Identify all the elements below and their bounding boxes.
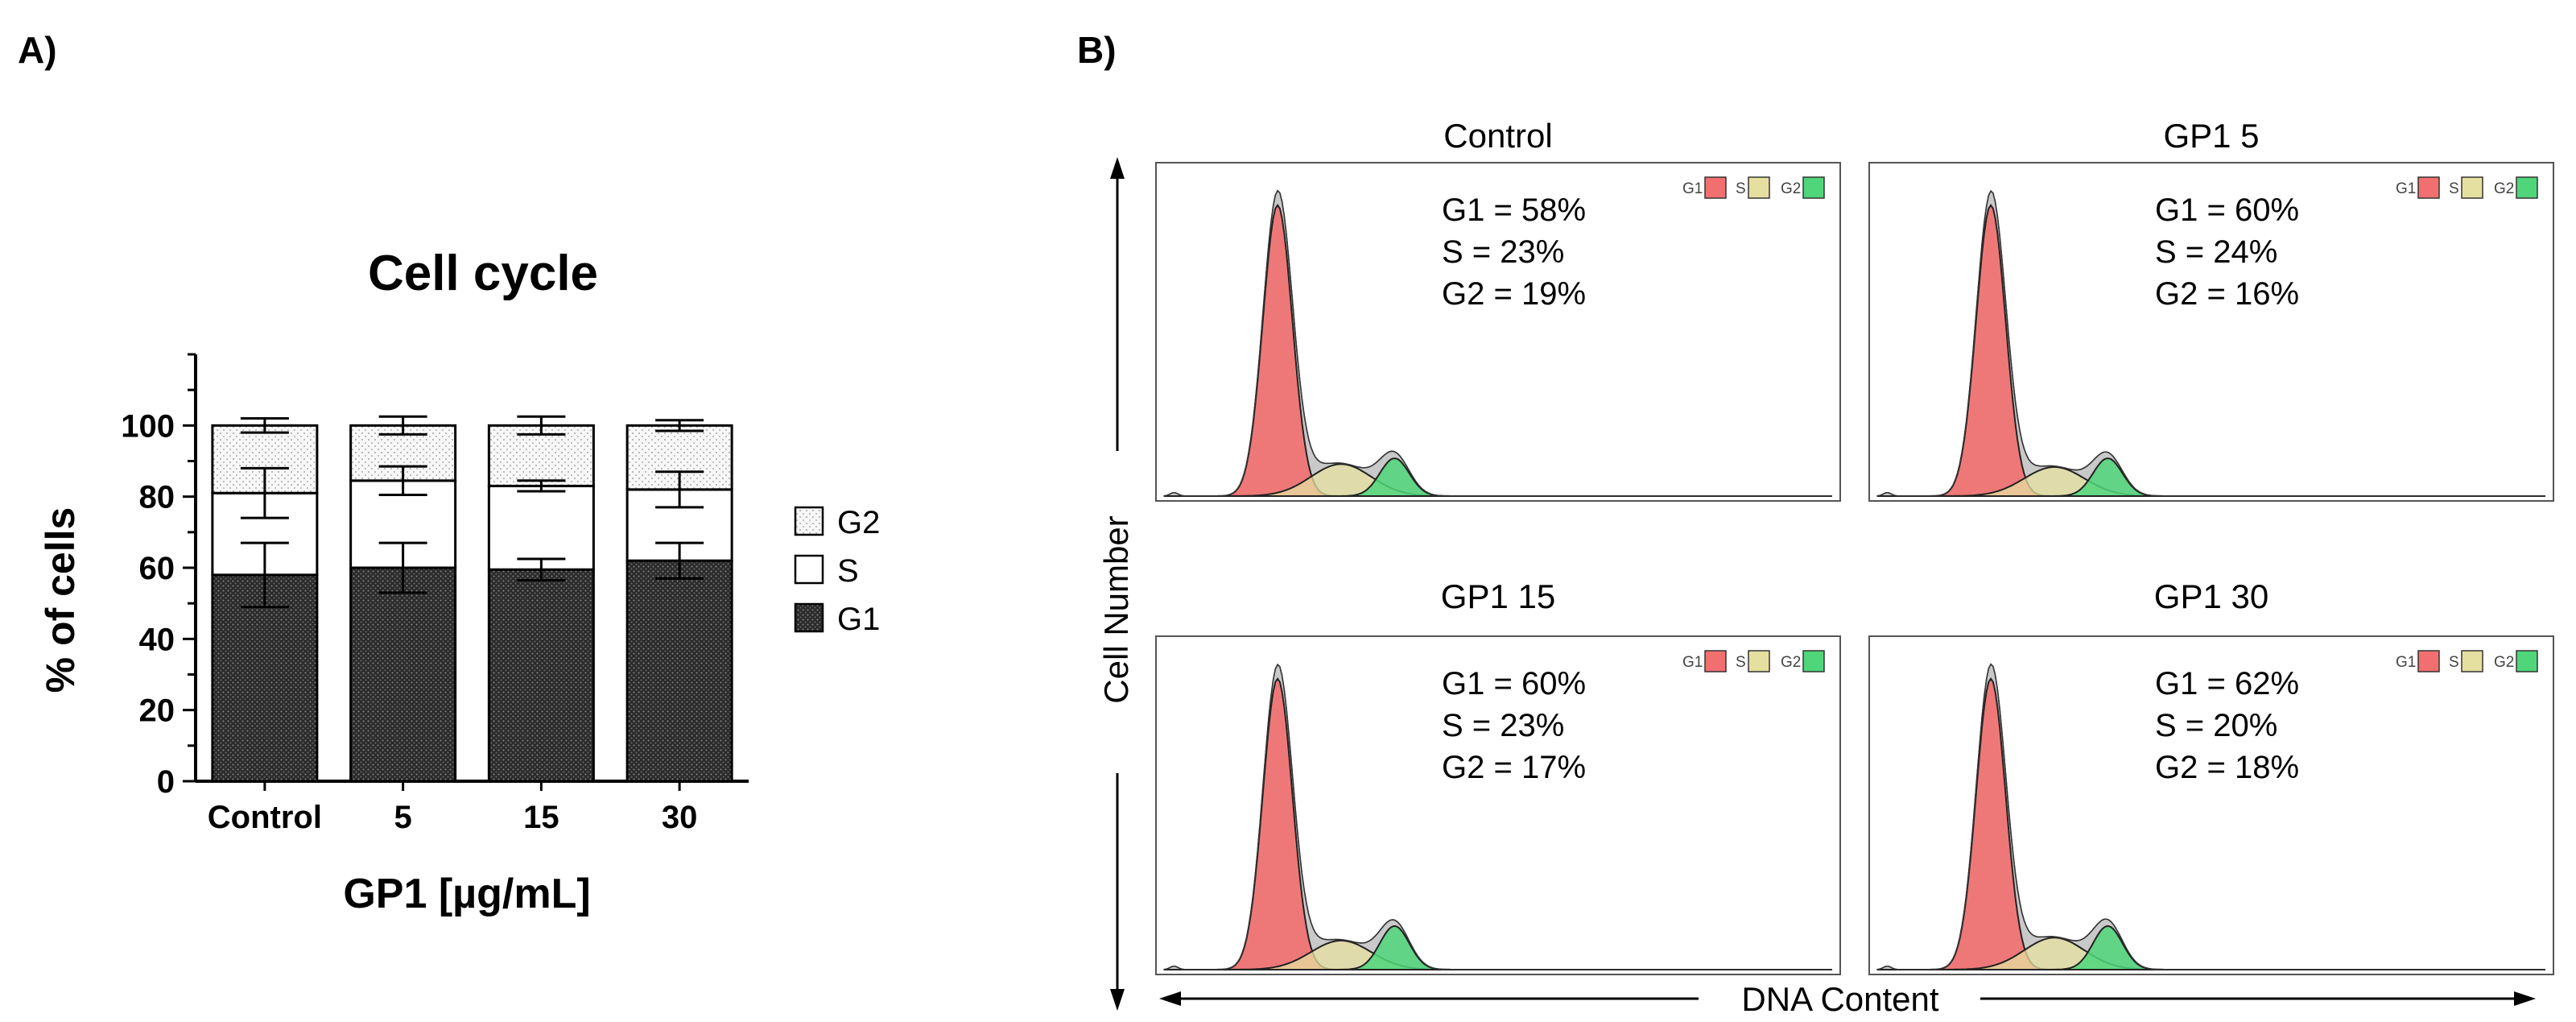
mini-legend-label: G2	[1781, 654, 1801, 671]
mini-legend-label: S	[2449, 654, 2459, 671]
phase-stat: G1 = 60%	[1442, 666, 1586, 701]
mini-legend-swatch	[1748, 650, 1770, 672]
dna-content-label: DNA Content	[1741, 980, 1938, 1018]
error-bar-g1	[240, 541, 289, 609]
bar-segment-g1	[487, 568, 595, 783]
mini-legend-swatch	[2417, 176, 2440, 199]
histogram-title: GP1 30	[2154, 577, 2268, 615]
y-tick-label: 40	[139, 622, 175, 657]
x-tick-label: Control	[208, 800, 322, 835]
histogram-title: GP1 15	[1441, 577, 1555, 615]
mini-legend-label: S	[2449, 180, 2459, 197]
legend-label-s: S	[837, 553, 859, 589]
mini-legend-swatch	[1802, 176, 1825, 199]
bar-marks	[211, 415, 733, 783]
mini-legend-label: G1	[1682, 180, 1703, 197]
mini-legend-swatch	[1802, 650, 1825, 672]
error-bar-g2	[378, 415, 427, 436]
mini-legend-label: G1	[2396, 654, 2416, 671]
panel-a-label: A)	[18, 29, 57, 71]
phase-stat: G1 = 60%	[2155, 192, 2299, 228]
bar-segment-s	[487, 484, 595, 571]
histogram-panel-gp1-15: GP1 15 G1 = 60% S = 23% G2 = 17% G1 S G2	[1155, 577, 1841, 975]
bar-segment-g1	[625, 559, 733, 783]
mini-legend-swatch	[2461, 176, 2483, 199]
phase-stat: S = 20%	[2155, 708, 2277, 743]
error-bar-s	[240, 466, 289, 519]
mini-legend-label: G2	[1781, 180, 1801, 197]
phase-stat: S = 23%	[1442, 234, 1564, 270]
stacked-bar-chart: Cell cycle % of cells GP1 [µg/mL] 0 20 40 6…	[38, 246, 880, 917]
x-tick-label: 30	[662, 800, 698, 835]
histogram-panel-gp1-30: GP1 30 G1 = 62% S = 20% G2 = 18% G1 S G2	[1868, 577, 2554, 975]
legend-label-g2: G2	[837, 505, 880, 540]
mini-legend-swatch	[2461, 650, 2483, 672]
y-tick-label: 60	[139, 551, 175, 586]
error-bar-g2	[655, 419, 704, 432]
legend-swatch-g1	[794, 602, 824, 633]
mini-legend-label: G2	[2494, 654, 2514, 671]
mini-legend-swatch	[2516, 650, 2538, 672]
legend-label-g1: G1	[837, 602, 880, 637]
panel-b-label: B)	[1077, 29, 1117, 71]
error-bar-s	[517, 479, 566, 493]
error-bar-g1	[655, 541, 704, 580]
y-tick-label: 0	[157, 764, 175, 800]
bar-tick-labels: 0 20 40 60 80 100 Control 5 15 30	[121, 408, 697, 835]
y-tick-label: 100	[121, 408, 175, 444]
mini-legend-swatch	[2417, 650, 2440, 672]
histogram-block: Cell Number DNA Content Control G1 = 58%…	[1097, 117, 2554, 1019]
raw-histogram-line	[1163, 663, 1832, 970]
cell-number-label: Cell Number	[1097, 515, 1135, 703]
y-tick-label: 80	[139, 480, 175, 515]
raw-histogram-line	[1876, 663, 2545, 970]
phase-stat: G1 = 58%	[1442, 192, 1586, 228]
error-bar-s	[655, 470, 704, 509]
error-bar-g1	[517, 557, 566, 581]
mini-legend-label: S	[1736, 180, 1746, 197]
raw-histogram-line	[1163, 189, 1832, 497]
phase-stat: G2 = 16%	[2155, 276, 2299, 312]
x-axis-label: GP1 [µg/mL]	[343, 871, 590, 917]
histogram-panel-control: Control G1 = 58% S = 23% G2 = 19% G1 S G2	[1155, 117, 1841, 502]
x-tick-label: 15	[523, 800, 559, 835]
bar-legend: G2 S G1	[794, 505, 880, 637]
error-bar-g2	[240, 417, 289, 434]
phase-stat: G2 = 17%	[1442, 750, 1586, 785]
phase-stat: S = 23%	[1442, 708, 1564, 743]
mini-legend-label: G1	[1682, 654, 1703, 671]
mini-legend-swatch	[1704, 650, 1727, 672]
error-bar-s	[378, 465, 427, 496]
mini-legend-label: G1	[2396, 180, 2416, 197]
phase-stat: G2 = 19%	[1442, 276, 1586, 312]
histogram-title: Control	[1443, 117, 1552, 155]
phase-stat: G2 = 18%	[2155, 750, 2299, 785]
legend-swatch-g2	[794, 506, 824, 536]
error-bar-g2	[517, 415, 566, 436]
mini-legend-swatch	[2516, 176, 2538, 199]
y-tick-label: 20	[139, 693, 175, 729]
mini-legend-label: G2	[2494, 180, 2514, 197]
error-bar-g1	[378, 541, 427, 594]
mini-legend-swatch	[1748, 176, 1770, 199]
legend-swatch-s	[794, 554, 824, 585]
phase-stat: S = 24%	[2155, 234, 2277, 270]
raw-histogram-line	[1876, 189, 2545, 497]
phase-stat: G1 = 62%	[2155, 666, 2299, 701]
histogram-panel-gp1-5: GP1 5 G1 = 60% S = 24% G2 = 16% G1 S G2	[1868, 117, 2554, 502]
bar-segment-g1	[349, 566, 457, 783]
x-tick-label: 5	[394, 800, 412, 835]
chart-title: Cell cycle	[368, 246, 598, 301]
mini-legend-swatch	[1704, 176, 1727, 199]
y-axis-label: % of cells	[38, 507, 83, 693]
mini-legend-label: S	[1736, 654, 1746, 671]
histogram-title: GP1 5	[2163, 117, 2259, 155]
